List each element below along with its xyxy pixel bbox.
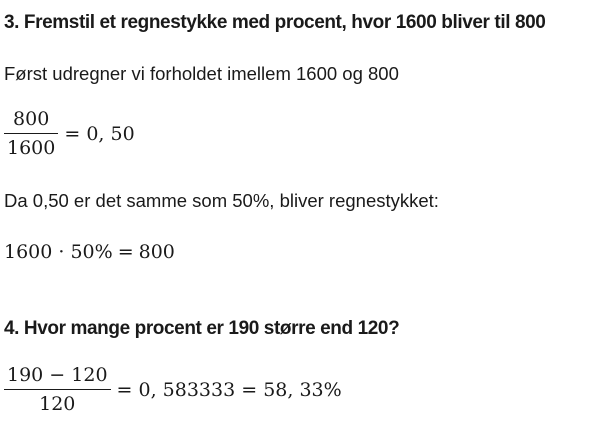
section-3-heading: 3. Fremstil et regnestykke med procent, …: [4, 12, 546, 33]
increase-result: = 0, 583333 = 58, 33%: [116, 378, 342, 401]
ratio-result: = 0, 50: [64, 122, 135, 145]
percent-increase-formula: 190 − 120 120 = 0, 583333 = 58, 33%: [4, 364, 342, 415]
fraction-bar: [4, 389, 111, 391]
ratio-numerator: 800: [13, 108, 50, 130]
fraction-bar: [4, 133, 59, 135]
equation-rhs: 800: [138, 241, 175, 263]
ratio-fraction: 800 1600: [4, 108, 59, 160]
ratio-formula: 800 1600 = 0, 50: [4, 108, 135, 159]
section-3-intro-text: Først udregner vi forholdet imellem 1600…: [4, 63, 399, 84]
section-4-heading: 4. Hvor mange procent er 190 større end …: [4, 318, 400, 339]
ratio-denominator: 1600: [7, 137, 56, 160]
increase-numerator: 190 − 120: [7, 364, 108, 386]
equation-equals: =: [117, 241, 134, 263]
increase-denominator: 120: [39, 393, 76, 416]
increase-fraction: 190 − 120 120: [4, 364, 111, 415]
percent-equation: 1600 · 50% = 800: [4, 241, 175, 263]
equation-lhs: 1600 · 50%: [4, 241, 113, 263]
section-3-explanation-text: Da 0,50 er det samme som 50%, bliver reg…: [4, 190, 439, 211]
